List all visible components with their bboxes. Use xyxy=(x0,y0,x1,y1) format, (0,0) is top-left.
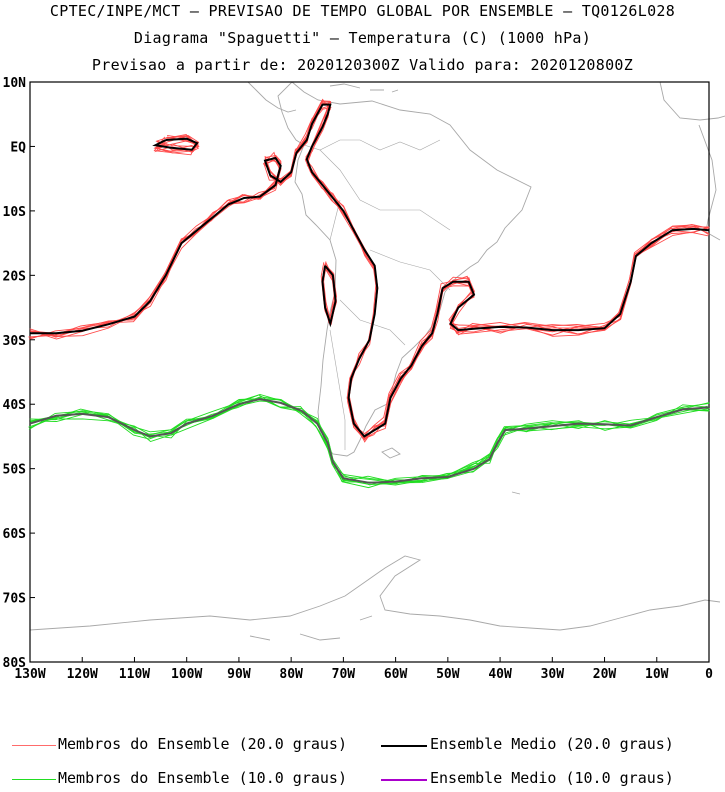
isotherm-20-mean-lake xyxy=(321,265,337,328)
isotherm-20-member-main-2 xyxy=(30,103,710,435)
coastlines xyxy=(29,81,725,641)
lat-label-60S: 60S xyxy=(3,527,27,542)
antarctica-coastline xyxy=(29,555,721,631)
central-america-coastline xyxy=(247,81,297,113)
lon-label-110W: 110W xyxy=(119,667,150,682)
lat-label-10S: 10S xyxy=(3,205,27,220)
legend-swatch-members-20 xyxy=(12,745,56,746)
isotherm-10-member-main-8 xyxy=(30,400,710,486)
lon-label-10W: 10W xyxy=(645,667,669,682)
country-borders xyxy=(303,139,451,450)
lat-label-40S: 40S xyxy=(3,398,27,413)
isotherm-10-member-main-7 xyxy=(30,396,710,485)
legend-label-mean-10: Ensemble Medio (10.0 graus) xyxy=(430,769,674,787)
lon-label-100W: 100W xyxy=(171,667,202,682)
caribbean-islands xyxy=(329,83,399,93)
legend-label-mean-20: Ensemble Medio (20.0 graus) xyxy=(430,735,674,753)
isotherm-lines xyxy=(28,98,710,489)
isotherm-20-mean-main xyxy=(30,103,710,438)
isotherm-20-member-main-6 xyxy=(29,104,709,440)
map-title: CPTEC/INPE/MCT – PREVISAO DE TEMPO GLOBA… xyxy=(49,2,676,20)
lon-label-40W: 40W xyxy=(488,667,512,682)
antarctic-islands xyxy=(249,615,373,641)
legend-swatch-mean-10 xyxy=(381,779,427,781)
isotherm-20-member-main-5 xyxy=(28,100,709,440)
lon-label-90W: 90W xyxy=(227,667,251,682)
lon-label-20W: 20W xyxy=(593,667,617,682)
isotherm-10-mean-main xyxy=(29,398,710,484)
isotherm-20-member-island-7 xyxy=(153,134,198,152)
lon-label-120W: 120W xyxy=(67,667,98,682)
lon-label-30W: 30W xyxy=(541,667,565,682)
legend-label-members-10: Membros do Ensemble (10.0 graus) xyxy=(58,769,347,787)
lat-label-70S: 70S xyxy=(3,592,27,607)
lon-label-80W: 80W xyxy=(279,667,303,682)
isotherm-20-member-main-1 xyxy=(28,102,708,438)
lat-label-50S: 50S xyxy=(3,463,27,478)
lat-label-20S: 20S xyxy=(3,269,27,284)
lon-label-60W: 60W xyxy=(384,667,408,682)
lon-label-50W: 50W xyxy=(436,667,460,682)
falklands-coastline xyxy=(381,447,401,459)
isotherm-10-member-main-1 xyxy=(28,398,708,483)
isotherm-10-member-main-6 xyxy=(29,398,709,486)
lon-label-0: 0 xyxy=(705,667,713,682)
isotherm-10-member-main-2 xyxy=(30,394,710,482)
lat-label-80S: 80S xyxy=(3,656,27,671)
south-america-coastline xyxy=(277,81,532,457)
isotherm-20-member-island-3 xyxy=(153,136,197,156)
lat-label-30S: 30S xyxy=(3,334,27,349)
isotherm-20-member-main-8 xyxy=(30,100,710,441)
lon-label-70W: 70W xyxy=(332,667,356,682)
isotherm-20-member-main-7 xyxy=(30,106,710,441)
map-validity-line: Previsao a partir de: 2020120300Z Valido… xyxy=(91,56,634,74)
legend-swatch-members-10 xyxy=(12,779,56,780)
map-frame xyxy=(29,81,710,663)
isotherm-20-member-main-4 xyxy=(30,98,710,440)
map-subtitle: Diagrama "Spaguetti" – Temperatura (C) (… xyxy=(133,29,592,47)
isotherm-10-member-main-3 xyxy=(30,397,710,486)
legend-label-members-20: Membros do Ensemble (20.0 graus) xyxy=(58,735,347,753)
lat-label-10N: 10N xyxy=(3,76,27,91)
africa-coastline xyxy=(659,81,725,241)
lat-label-EQ: EQ xyxy=(10,140,26,155)
isotherm-20-member-main-3 xyxy=(30,101,710,443)
isotherm-10-member-main-4 xyxy=(30,398,710,484)
south-georgia-coastline xyxy=(511,491,521,495)
legend-swatch-mean-20 xyxy=(381,745,427,747)
isotherm-20-member-island-8 xyxy=(154,137,199,153)
isotherm-10-member-main-5 xyxy=(28,394,709,489)
lon-label-130W: 130W xyxy=(14,667,45,682)
isotherm-20-mean-island xyxy=(152,137,199,151)
